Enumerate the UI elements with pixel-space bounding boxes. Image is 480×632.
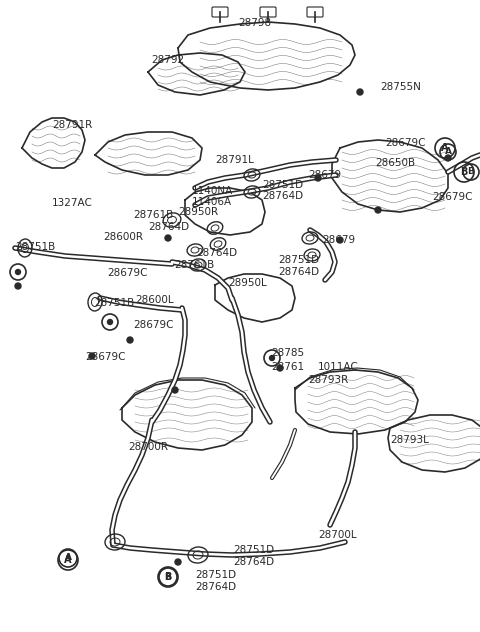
Circle shape [315, 175, 321, 181]
Circle shape [337, 237, 343, 243]
Text: 28679C: 28679C [107, 268, 147, 278]
Text: 28764D: 28764D [233, 557, 274, 567]
Text: 28679C: 28679C [85, 352, 125, 362]
Circle shape [127, 337, 133, 343]
Text: 28679C: 28679C [432, 192, 472, 202]
Text: 28785: 28785 [271, 348, 304, 358]
Circle shape [89, 353, 95, 359]
Text: B: B [460, 167, 468, 177]
Text: A: A [64, 554, 72, 562]
Text: 28764D: 28764D [196, 248, 237, 258]
Text: 28755N: 28755N [380, 82, 421, 92]
Circle shape [357, 89, 363, 95]
Circle shape [375, 207, 381, 213]
Text: 28600R: 28600R [103, 232, 143, 242]
Text: 28798: 28798 [239, 18, 272, 28]
Text: 28751D: 28751D [233, 545, 274, 555]
Text: 28679C: 28679C [385, 138, 425, 148]
Text: B: B [164, 572, 172, 582]
Text: 28761B: 28761B [174, 260, 214, 270]
Text: 28700L: 28700L [318, 530, 357, 540]
Text: 28700R: 28700R [128, 442, 168, 452]
Circle shape [269, 355, 275, 360]
Text: B: B [468, 167, 474, 176]
Text: 28679: 28679 [322, 235, 355, 245]
Text: 28751B: 28751B [15, 242, 55, 252]
Text: 28791L: 28791L [215, 155, 254, 165]
Text: 28751D: 28751D [262, 180, 303, 190]
Text: 28761: 28761 [271, 362, 304, 372]
Text: 28761B: 28761B [133, 210, 173, 220]
Text: 11406A: 11406A [192, 197, 232, 207]
Circle shape [165, 235, 171, 241]
Circle shape [15, 269, 21, 274]
Text: 28764D: 28764D [262, 191, 303, 201]
Circle shape [172, 387, 178, 393]
Text: 28950L: 28950L [228, 278, 267, 288]
Text: A: A [444, 147, 452, 157]
Text: B: B [165, 573, 171, 581]
Text: 28793R: 28793R [308, 375, 348, 385]
Text: A: A [64, 555, 72, 565]
Text: 28751D: 28751D [195, 570, 236, 580]
Text: 28764D: 28764D [148, 222, 189, 232]
Text: 28764D: 28764D [195, 582, 236, 592]
Text: 28764D: 28764D [278, 267, 319, 277]
Circle shape [445, 155, 451, 161]
Circle shape [108, 320, 112, 324]
Text: 28650B: 28650B [375, 158, 415, 168]
Circle shape [15, 283, 21, 289]
Text: 28793L: 28793L [390, 435, 429, 445]
Text: 1140NA: 1140NA [192, 186, 233, 196]
Text: 28751D: 28751D [278, 255, 319, 265]
Text: 28751B: 28751B [94, 298, 134, 308]
Circle shape [175, 559, 181, 565]
Text: 28600L: 28600L [135, 295, 174, 305]
Text: 28950R: 28950R [178, 207, 218, 217]
Text: 1011AC: 1011AC [318, 362, 359, 372]
Text: 28679: 28679 [308, 170, 341, 180]
Circle shape [277, 365, 283, 371]
Text: 28791R: 28791R [52, 120, 92, 130]
Text: A: A [441, 143, 449, 153]
Text: 28679C: 28679C [133, 320, 173, 330]
Text: 1327AC: 1327AC [52, 198, 93, 208]
Text: 28792: 28792 [151, 55, 185, 65]
